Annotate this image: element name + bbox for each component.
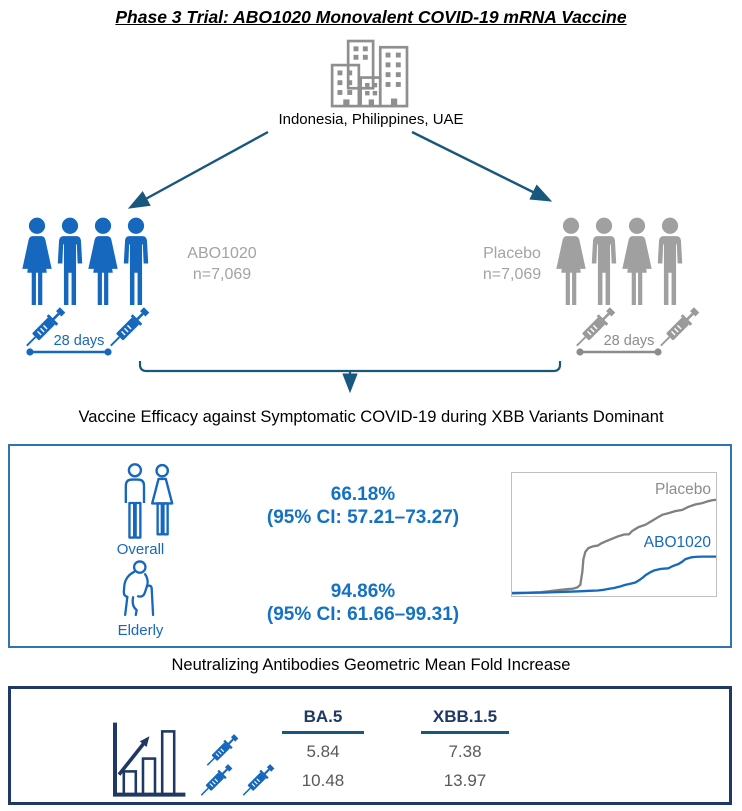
mini-chart-placebo-label: Placebo	[654, 481, 711, 498]
vaccine-arm-arrow	[127, 130, 269, 209]
efficacy-mini-chart-plot	[512, 498, 716, 595]
elderly-group-label: Elderly	[117, 622, 164, 639]
overall-efficacy-ci: (95% CI: 57.21–73.27)	[266, 507, 460, 528]
vaccine-arm-n: n=7,069	[192, 266, 252, 283]
vaccine-arm-name: ABO1020	[187, 245, 257, 262]
table-value-dose1-xbb15: 7.38	[448, 742, 482, 761]
man-icon	[117, 217, 155, 307]
placebo-arm-arrow	[411, 130, 553, 202]
couple-icon	[110, 463, 188, 543]
overall-efficacy-value: 66.18% (95% CI: 57.21–73.27)	[238, 483, 488, 529]
efficacy-heading: Vaccine Efficacy against Symptomatic COV…	[78, 408, 664, 426]
vaccine-arm-label: ABO1020 n=7,069	[167, 243, 277, 285]
column-underline	[282, 731, 364, 734]
table-value-dose2-ba5: 10.48	[301, 771, 345, 790]
immunogenicity-panel	[8, 686, 732, 805]
man-icon	[651, 217, 689, 307]
column-header-xbb15: XBB.1.5	[432, 707, 498, 726]
overall-group-label: Overall	[116, 541, 165, 558]
dose2-syringe-icon	[194, 758, 238, 802]
column-header-ba5: BA.5	[303, 707, 343, 726]
efficacy-mini-chart: Placebo ABO1020	[511, 472, 717, 597]
pooling-bracket	[138, 361, 562, 373]
placebo-arm-label: Placebo n=7,069	[462, 243, 562, 285]
placebo-arm-name: Placebo	[483, 245, 541, 262]
trend-bar-chart-icon	[107, 721, 187, 801]
efficacy-panel	[8, 444, 732, 648]
placebo-interval-label: 28 days	[603, 333, 655, 349]
placebo-arm-crowd	[552, 217, 692, 307]
vaccine-arm-crowd	[18, 217, 158, 307]
study-sites-label: Indonesia, Philippines, UAE	[278, 111, 464, 128]
dose2-syringe-icon	[236, 758, 280, 802]
table-value-dose2-xbb15: 13.97	[443, 771, 487, 790]
placebo-arm-n: n=7,069	[482, 266, 542, 283]
column-underline	[421, 731, 509, 734]
building-icon	[329, 36, 411, 112]
overall-efficacy-percent: 66.18%	[330, 484, 396, 505]
elderly-efficacy-value: 94.86% (95% CI: 61.66–99.31)	[238, 580, 488, 626]
vaccine-interval-label: 28 days	[53, 333, 105, 349]
mini-chart-vaccine-label: ABO1020	[643, 534, 711, 551]
table-value-dose1-ba5: 5.84	[306, 742, 340, 761]
elderly-icon	[110, 560, 166, 622]
page-title: Phase 3 Trial: ABO1020 Monovalent COVID-…	[115, 7, 627, 27]
elderly-efficacy-percent: 94.86%	[330, 581, 396, 602]
immunogenicity-heading: Neutralizing Antibodies Geometric Mean F…	[171, 656, 571, 674]
elderly-efficacy-ci: (95% CI: 61.66–99.31)	[266, 604, 460, 625]
